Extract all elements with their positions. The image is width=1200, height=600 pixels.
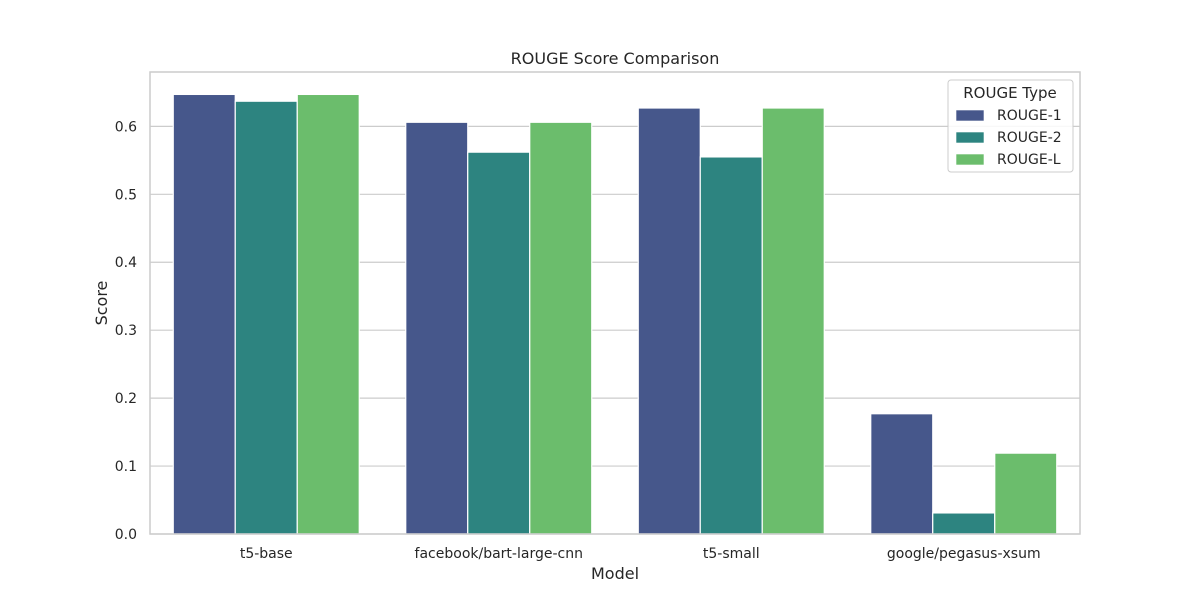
legend-swatch-rouge-2 (955, 131, 985, 144)
y-tick-label: 0.4 (115, 255, 137, 271)
legend-label-rouge-1: ROUGE-1 (997, 108, 1062, 124)
y-tick-label: 0.5 (115, 187, 137, 203)
y-tick-label: 0.3 (115, 323, 137, 339)
y-axis-label: Score (92, 281, 111, 326)
bar-rouge-2-3 (932, 512, 996, 535)
x-axis-label: Model (591, 564, 639, 583)
legend-box (947, 79, 1074, 173)
legend-swatch-rouge-l (955, 153, 985, 166)
legend-label-rouge-2: ROUGE-2 (997, 130, 1062, 146)
y-tick-label: 0.0 (115, 527, 137, 543)
bar-rouge-1-2 (637, 107, 701, 535)
chart-title: ROUGE Score Comparison (511, 49, 720, 68)
bar-rouge-1-3 (870, 413, 934, 535)
bar-rouge-1-1 (405, 121, 469, 535)
x-ticks: t5-base facebook/bart-large-cnn t5-small go… (240, 546, 1041, 562)
y-tick-label: 0.1 (115, 459, 137, 475)
bar-rouge-2-2 (699, 156, 763, 535)
y-tick-label: 0.2 (115, 391, 137, 407)
legend-swatch-rouge-1 (955, 109, 985, 122)
legend: ROUGE Type ROUGE-1 ROUGE-2 ROUGE-L (947, 79, 1074, 173)
legend-label-rouge-l: ROUGE-L (997, 152, 1061, 168)
bars (172, 93, 1058, 535)
bar-rouge-l-2 (761, 107, 825, 535)
y-tick-label: 0.6 (115, 119, 137, 135)
x-tick-label: t5-small (703, 546, 760, 562)
y-ticks: 0.0 0.1 0.2 0.3 0.4 0.5 0.6 (115, 119, 137, 543)
bar-rouge-l-0 (296, 93, 360, 535)
x-tick-label: facebook/bart-large-cnn (415, 546, 583, 562)
plot-frame (149, 71, 1081, 535)
bar-rouge-2-1 (467, 151, 531, 535)
bar-rouge-1-0 (172, 93, 236, 535)
bar-rouge-l-1 (529, 121, 593, 535)
legend-title: ROUGE Type (963, 84, 1057, 102)
bar-rouge-2-0 (234, 100, 298, 535)
x-tick-label: t5-base (240, 546, 293, 562)
x-tick-label: google/pegasus-xsum (887, 546, 1041, 562)
bar-rouge-l-3 (994, 452, 1058, 535)
legend-items: ROUGE-1 ROUGE-2 ROUGE-L (955, 108, 1062, 168)
